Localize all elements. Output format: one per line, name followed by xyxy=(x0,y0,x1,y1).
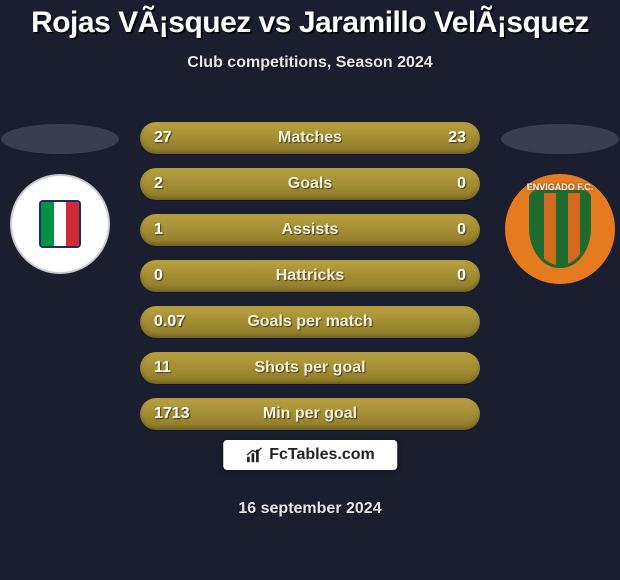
stat-row: 11 Shots per goal xyxy=(140,352,480,384)
comparison-card: Rojas VÃ¡squez vs Jaramillo VelÃ¡squez C… xyxy=(0,0,620,580)
stat-row: 1713 Min per goal xyxy=(140,398,480,430)
stat-left-value: 2 xyxy=(154,175,214,193)
stat-left-value: 11 xyxy=(154,359,214,377)
stat-row: 1 Assists 0 xyxy=(140,214,480,246)
date-label: 16 september 2024 xyxy=(0,500,620,518)
stat-label: Goals per match xyxy=(214,313,406,331)
stat-left-value: 1 xyxy=(154,221,214,239)
crest-shield-icon xyxy=(529,190,591,268)
stat-left-value: 1713 xyxy=(154,405,214,423)
stat-label: Min per goal xyxy=(214,405,406,423)
left-player-column xyxy=(0,124,120,274)
stat-left-value: 0.07 xyxy=(154,313,214,331)
once-caldas-crest xyxy=(10,174,110,274)
right-player-column: ENVIGADO F.C. xyxy=(500,124,620,284)
stats-list: 27 Matches 23 2 Goals 0 1 Assists 0 0 Ha… xyxy=(140,122,480,444)
player-photo-placeholder-right xyxy=(501,124,619,154)
stat-left-value: 0 xyxy=(154,267,214,285)
stat-right-value: 0 xyxy=(406,175,466,193)
source-label: FcTables.com xyxy=(269,446,375,464)
stat-row: 0 Hattricks 0 xyxy=(140,260,480,292)
envigado-crest: ENVIGADO F.C. xyxy=(505,174,615,284)
stat-label: Hattricks xyxy=(214,267,406,285)
stat-right-value: 23 xyxy=(406,129,466,147)
stat-right-value: 0 xyxy=(406,221,466,239)
player-photo-placeholder-left xyxy=(1,124,119,154)
stat-label: Matches xyxy=(214,129,406,147)
crest-flag-icon xyxy=(39,200,81,248)
stat-right-value: 0 xyxy=(406,267,466,285)
stat-row: 2 Goals 0 xyxy=(140,168,480,200)
stat-left-value: 27 xyxy=(154,129,214,147)
stat-row: 0.07 Goals per match xyxy=(140,306,480,338)
chart-icon xyxy=(245,446,263,464)
page-title: Rojas VÃ¡squez vs Jaramillo VelÃ¡squez xyxy=(0,0,620,40)
stat-label: Goals xyxy=(214,175,406,193)
stat-label: Assists xyxy=(214,221,406,239)
stat-row: 27 Matches 23 xyxy=(140,122,480,154)
stat-label: Shots per goal xyxy=(214,359,406,377)
page-subtitle: Club competitions, Season 2024 xyxy=(0,54,620,72)
source-badge[interactable]: FcTables.com xyxy=(223,440,397,470)
